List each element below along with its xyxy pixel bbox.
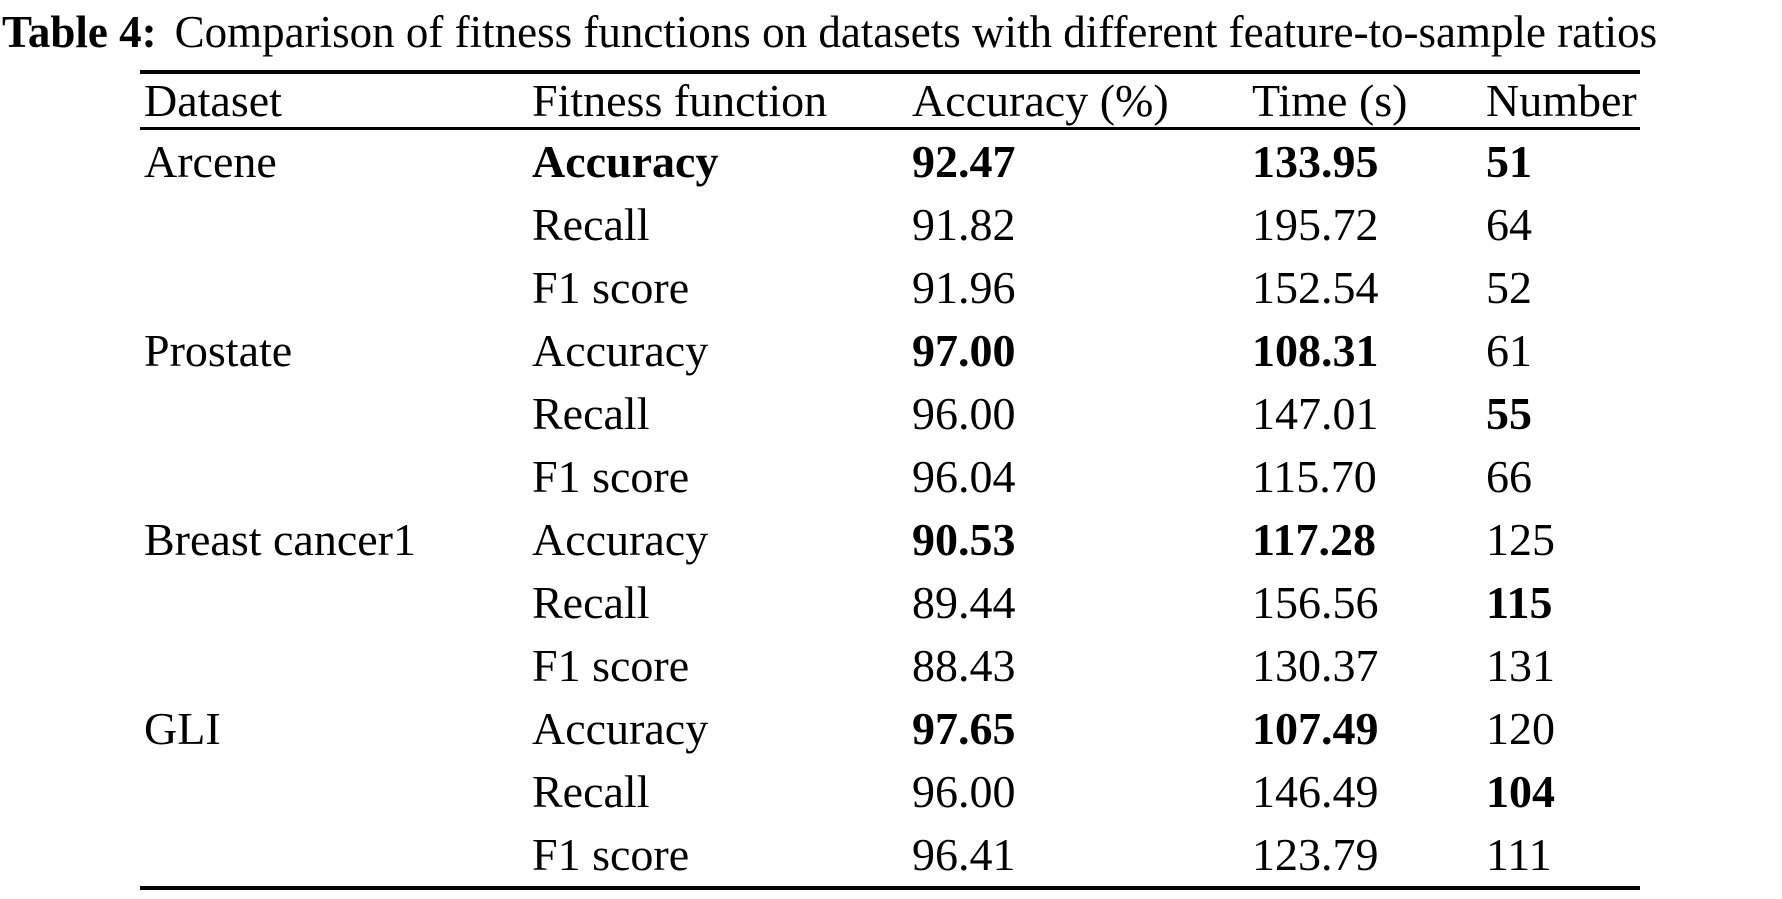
dataset-cell: Breast cancer1 (144, 514, 417, 565)
accuracy-cell: 91.96 (912, 262, 1016, 313)
fitness-cell: F1 score (532, 262, 690, 313)
dataset-cell (140, 382, 528, 445)
number-cell: 52 (1486, 262, 1532, 313)
dataset-cell (140, 760, 528, 823)
number-cell: 61 (1486, 325, 1532, 376)
table-row: Breast cancer1 Accuracy 90.53 117.28 125 (140, 508, 1640, 571)
col-header-number: Number (1482, 72, 1640, 130)
caption-text: Comparison of fitness functions on datas… (174, 7, 1658, 57)
number-cell: 131 (1486, 640, 1555, 691)
time-cell: 115.70 (1252, 451, 1377, 502)
col-header-time: Time (s) (1248, 72, 1482, 130)
table-row: F1 score 91.96 152.54 52 (140, 256, 1640, 319)
fitness-cell: Recall (532, 199, 650, 250)
fitness-cell: Accuracy (532, 703, 709, 754)
table-row: Recall 91.82 195.72 64 (140, 193, 1640, 256)
number-cell: 120 (1486, 703, 1555, 754)
fitness-cell: Accuracy (532, 136, 719, 187)
number-cell: 51 (1486, 136, 1532, 187)
table-row: Prostate Accuracy 97.00 108.31 61 (140, 319, 1640, 382)
fitness-cell: Recall (532, 577, 650, 628)
accuracy-cell: 96.00 (912, 388, 1016, 439)
number-cell: 104 (1486, 766, 1555, 817)
fitness-cell: F1 score (532, 451, 690, 502)
fitness-cell: Recall (532, 766, 650, 817)
table-row: Recall 96.00 146.49 104 (140, 760, 1640, 823)
results-table: Dataset Fitness function Accuracy (%) Ti… (140, 70, 1640, 890)
dataset-cell (140, 571, 528, 634)
header-row: Dataset Fitness function Accuracy (%) Ti… (140, 72, 1640, 130)
dataset-cell (140, 634, 528, 697)
fitness-cell: F1 score (532, 640, 690, 691)
number-cell: 125 (1486, 514, 1555, 565)
number-cell: 111 (1486, 829, 1552, 880)
accuracy-cell: 97.00 (912, 325, 1016, 376)
col-header-dataset: Dataset (140, 72, 528, 130)
accuracy-cell: 96.00 (912, 766, 1016, 817)
fitness-cell: Accuracy (532, 514, 709, 565)
dataset-cell (140, 256, 528, 319)
table-row: F1 score 96.04 115.70 66 (140, 445, 1640, 508)
time-cell: 133.95 (1252, 136, 1379, 187)
dataset-cell: Arcene (144, 136, 277, 187)
table-row: GLI Accuracy 97.65 107.49 120 (140, 697, 1640, 760)
table-row: F1 score 88.43 130.37 131 (140, 634, 1640, 697)
dataset-cell: GLI (144, 703, 221, 754)
time-cell: 108.31 (1252, 325, 1379, 376)
accuracy-cell: 90.53 (912, 514, 1016, 565)
time-cell: 117.28 (1252, 514, 1376, 565)
caption-label: Table 4: (2, 7, 157, 57)
time-cell: 123.79 (1252, 829, 1379, 880)
dataset-cell: Prostate (144, 325, 293, 376)
time-cell: 152.54 (1252, 262, 1379, 313)
time-cell: 147.01 (1252, 388, 1379, 439)
time-cell: 156.56 (1252, 577, 1379, 628)
dataset-cell (140, 823, 528, 888)
fitness-cell: Accuracy (532, 325, 709, 376)
fitness-cell: F1 score (532, 829, 690, 880)
time-cell: 107.49 (1252, 703, 1379, 754)
col-header-accuracy: Accuracy (%) (908, 72, 1248, 130)
accuracy-cell: 96.04 (912, 451, 1016, 502)
table-row: Recall 96.00 147.01 55 (140, 382, 1640, 445)
table-row: F1 score 96.41 123.79 111 (140, 823, 1640, 888)
accuracy-cell: 97.65 (912, 703, 1016, 754)
number-cell: 115 (1486, 577, 1553, 628)
fitness-cell: Recall (532, 388, 650, 439)
dataset-cell (140, 445, 528, 508)
table-caption: Table 4: Comparison of fitness functions … (0, 0, 1782, 60)
time-cell: 146.49 (1252, 766, 1379, 817)
time-cell: 195.72 (1252, 199, 1379, 250)
accuracy-cell: 89.44 (912, 577, 1016, 628)
col-header-fitness: Fitness function (528, 72, 908, 130)
number-cell: 64 (1486, 199, 1532, 250)
accuracy-cell: 88.43 (912, 640, 1016, 691)
table-row: Recall 89.44 156.56 115 (140, 571, 1640, 634)
number-cell: 66 (1486, 451, 1532, 502)
number-cell: 55 (1486, 388, 1532, 439)
accuracy-cell: 96.41 (912, 829, 1016, 880)
time-cell: 130.37 (1252, 640, 1379, 691)
table-row: Arcene Accuracy 92.47 133.95 51 (140, 129, 1640, 194)
accuracy-cell: 91.82 (912, 199, 1016, 250)
dataset-cell (140, 193, 528, 256)
accuracy-cell: 92.47 (912, 136, 1016, 187)
